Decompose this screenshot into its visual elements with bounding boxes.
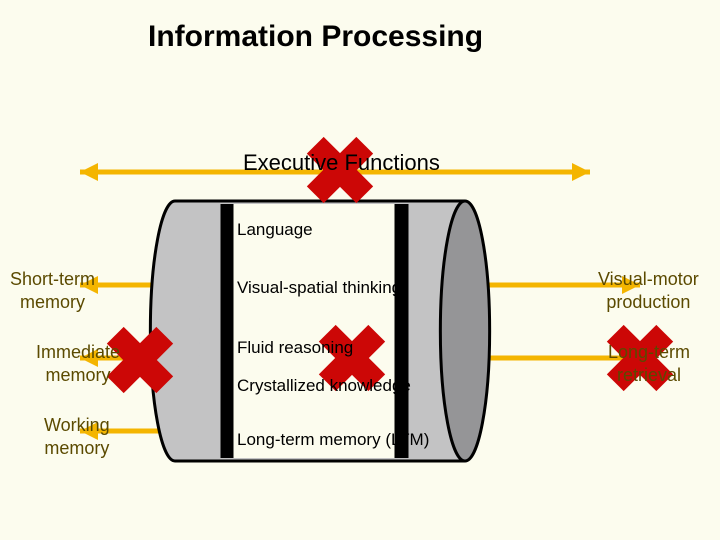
- right-label-0: Visual-motor production: [598, 268, 699, 315]
- slot-item-1: Visual-spatial thinking: [237, 278, 401, 298]
- cylinder-black-bar-3: [402, 204, 409, 458]
- cylinder: [150, 201, 489, 461]
- cylinder-black-bar-0: [221, 204, 228, 458]
- left-label-2: Working memory: [44, 414, 110, 461]
- slot-item-4: Long-term memory (LTM): [237, 430, 429, 450]
- arrow-0: [80, 163, 263, 181]
- page-title: Information Processing: [148, 20, 483, 54]
- slot-item-2: Fluid reasoning: [237, 338, 353, 358]
- diagram-stage: Information Processing Executive Functio…: [0, 0, 720, 540]
- right-label-1: Long-term retrieval: [608, 341, 690, 388]
- slot-item-3: Crystallized knowledge: [237, 376, 411, 396]
- left-label-1: Immediate memory: [36, 341, 120, 388]
- subtitle-executive-functions: Executive Functions: [243, 150, 440, 176]
- slot-item-0: Language: [237, 220, 313, 240]
- cylinder-black-bar-2: [395, 204, 402, 458]
- left-label-0: Short-term memory: [10, 268, 95, 315]
- cylinder-black-bar-1: [227, 204, 234, 458]
